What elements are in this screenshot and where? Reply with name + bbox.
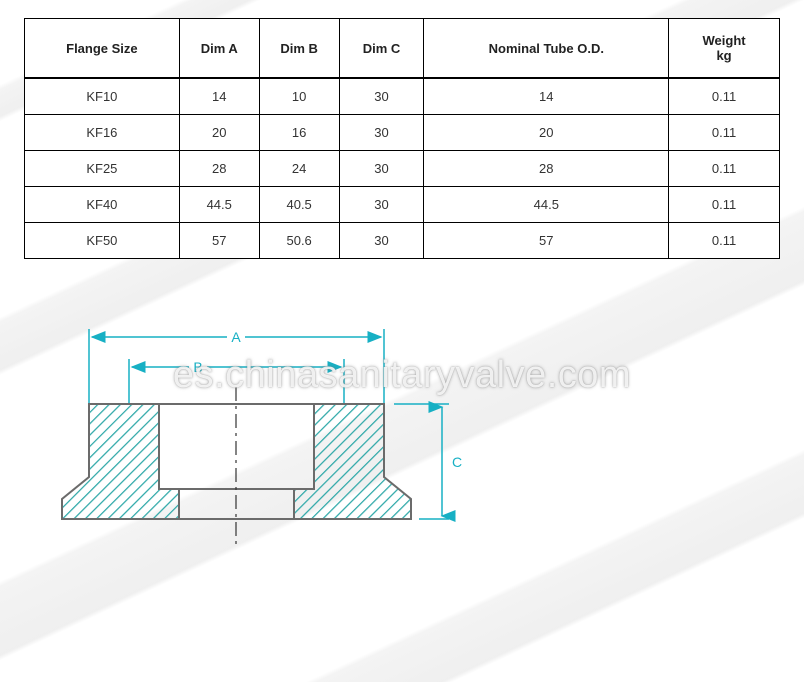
table-cell: 44.5 <box>424 187 669 223</box>
table-cell: 0.11 <box>669 151 780 187</box>
col-weight-line2: kg <box>675 48 773 63</box>
table-cell: 20 <box>424 115 669 151</box>
flange-spec-table: Flange Size Dim A Dim B Dim C Nominal Tu… <box>24 18 780 259</box>
table-row: KF16201630200.11 <box>25 115 780 151</box>
dim-label-a: A <box>231 329 241 345</box>
table-cell: 44.5 <box>179 187 259 223</box>
table-cell: 30 <box>339 115 424 151</box>
table-cell: KF10 <box>25 78 180 115</box>
flange-cross-section-diagram: A B C <box>34 309 780 594</box>
table-row: KF4044.540.53044.50.11 <box>25 187 780 223</box>
table-cell: KF50 <box>25 223 180 259</box>
col-dim-c: Dim C <box>339 19 424 79</box>
table-cell: 28 <box>424 151 669 187</box>
table-cell: 10 <box>259 78 339 115</box>
table-cell: 30 <box>339 187 424 223</box>
table-cell: 16 <box>259 115 339 151</box>
col-dim-b: Dim B <box>259 19 339 79</box>
table-cell: 57 <box>179 223 259 259</box>
table-cell: 0.11 <box>669 78 780 115</box>
table-cell: 0.11 <box>669 187 780 223</box>
table-cell: 28 <box>179 151 259 187</box>
table-cell: 30 <box>339 151 424 187</box>
table-cell: 40.5 <box>259 187 339 223</box>
table-cell: 50.6 <box>259 223 339 259</box>
col-weight: Weight kg <box>669 19 780 79</box>
dim-label-b: B <box>193 359 202 375</box>
table-cell: 14 <box>424 78 669 115</box>
table-cell: 30 <box>339 78 424 115</box>
table-row: KF25282430280.11 <box>25 151 780 187</box>
dim-label-c: C <box>452 454 462 470</box>
table-cell: 24 <box>259 151 339 187</box>
table-header-row: Flange Size Dim A Dim B Dim C Nominal Tu… <box>25 19 780 79</box>
table-cell: KF25 <box>25 151 180 187</box>
col-nominal-od: Nominal Tube O.D. <box>424 19 669 79</box>
table-cell: 57 <box>424 223 669 259</box>
table-row: KF505750.630570.11 <box>25 223 780 259</box>
table-cell: 20 <box>179 115 259 151</box>
table-cell: 30 <box>339 223 424 259</box>
table-cell: 0.11 <box>669 223 780 259</box>
col-flange-size: Flange Size <box>25 19 180 79</box>
col-dim-a: Dim A <box>179 19 259 79</box>
table-cell: KF16 <box>25 115 180 151</box>
table-cell: 0.11 <box>669 115 780 151</box>
table-row: KF10141030140.11 <box>25 78 780 115</box>
col-weight-line1: Weight <box>703 33 746 48</box>
table-cell: 14 <box>179 78 259 115</box>
table-cell: KF40 <box>25 187 180 223</box>
